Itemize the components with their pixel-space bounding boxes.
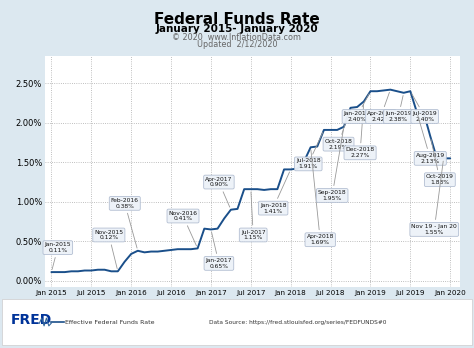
Text: Federal Funds Rate: Federal Funds Rate xyxy=(154,12,320,27)
Text: Data Source: https://fred.stlouisfed.org/series/FEDFUNDS#0: Data Source: https://fred.stlouisfed.org… xyxy=(209,320,386,325)
Text: Jul-2018
1.91%: Jul-2018 1.91% xyxy=(296,133,323,169)
Text: Nov 19 - Jan 20
1.55%: Nov 19 - Jan 20 1.55% xyxy=(411,161,457,235)
Text: Dec-2018
2.27%: Dec-2018 2.27% xyxy=(346,104,374,158)
Text: Jan-2017
0.65%: Jan-2017 0.65% xyxy=(206,232,232,269)
Text: Updated  2/12/2020: Updated 2/12/2020 xyxy=(197,40,277,49)
Text: Oct-2018
2.19%: Oct-2018 2.19% xyxy=(325,110,353,150)
Text: Feb-2016
0.38%: Feb-2016 0.38% xyxy=(111,198,139,248)
Text: Apr-2019
2.42%: Apr-2019 2.42% xyxy=(367,92,394,122)
Text: January 2015- January 2020: January 2015- January 2020 xyxy=(155,24,319,34)
Text: Jan-2019
2.40%: Jan-2019 2.40% xyxy=(344,94,370,122)
Text: Nov-2015
0.12%: Nov-2015 0.12% xyxy=(94,230,123,269)
Text: Effective Federal Funds Rate: Effective Federal Funds Rate xyxy=(65,320,155,325)
Text: Nov-2016
0.41%: Nov-2016 0.41% xyxy=(169,211,198,246)
Text: Apr-2017
0.90%: Apr-2017 0.90% xyxy=(205,177,233,207)
Text: Oct-2019
1.83%: Oct-2019 1.83% xyxy=(426,139,454,185)
Text: Sep-2018
1.95%: Sep-2018 1.95% xyxy=(318,129,346,201)
Text: Jan-2018
1.41%: Jan-2018 1.41% xyxy=(260,172,290,214)
Text: Aug-2019
2.13%: Aug-2019 2.13% xyxy=(416,115,445,164)
Text: FRED: FRED xyxy=(10,313,52,327)
Text: Apr-2018
1.69%: Apr-2018 1.69% xyxy=(307,150,334,245)
Text: © 2020  www.InflationData.com: © 2020 www.InflationData.com xyxy=(173,33,301,42)
Text: Jul-2019
2.40%: Jul-2019 2.40% xyxy=(412,94,437,122)
Text: Jul-2017
1.15%: Jul-2017 1.15% xyxy=(241,192,265,240)
FancyBboxPatch shape xyxy=(2,299,472,346)
Text: Jan-2015
0.11%: Jan-2015 0.11% xyxy=(45,242,71,269)
Text: Jun-2019
2.38%: Jun-2019 2.38% xyxy=(385,95,412,122)
